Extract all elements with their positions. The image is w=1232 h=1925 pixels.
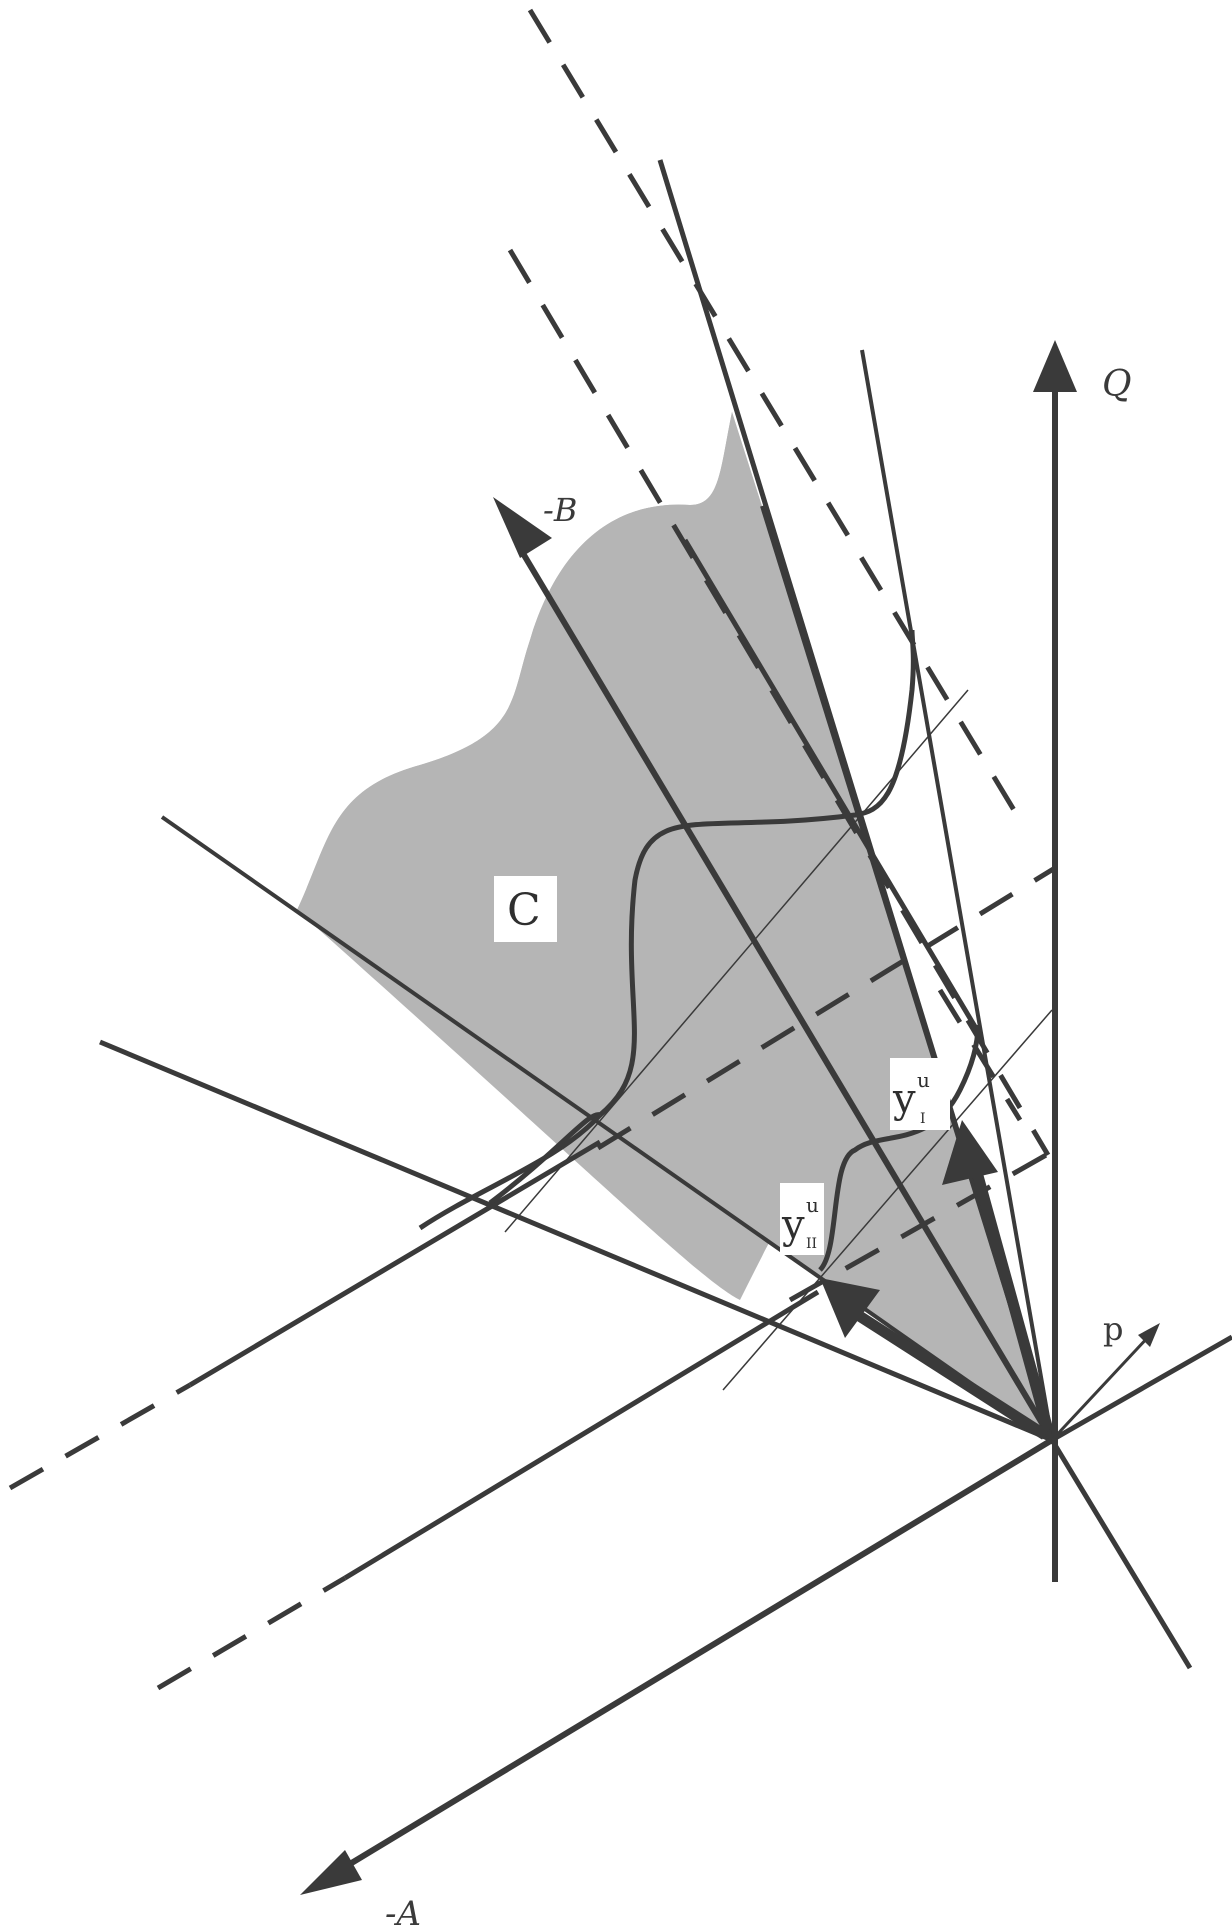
neg-b-axis-arrowhead: [493, 497, 552, 558]
curve-upper: [598, 629, 916, 1117]
neg-a-axis-label: -A: [385, 1894, 421, 1925]
curve-lower-left: [418, 1113, 602, 1231]
lower-parallel-line-2: [343, 1289, 820, 1581]
dashed-mid-line-1: [596, 865, 1057, 1151]
vector-y-i-arrowhead: [942, 1120, 998, 1185]
svg-text:y: y: [892, 1076, 916, 1122]
vector-y-ii-line: [847, 1305, 1048, 1440]
neg-b-axis: [515, 543, 1055, 1442]
p-vector-line: [1050, 1333, 1152, 1442]
dashed-lower-left-2: [156, 1575, 347, 1691]
label-box-y-i: [890, 1058, 950, 1130]
neg-a-axis-arrowhead: [300, 1850, 362, 1895]
thin-line-2: [722, 1009, 1053, 1391]
region-c-label: C: [507, 885, 541, 936]
svg-text:y: y: [781, 1202, 805, 1248]
svg-text:u: u: [917, 1068, 930, 1092]
p-diagonal-line: [1050, 1334, 1232, 1443]
curves: [418, 629, 981, 1272]
vector-y-i-line: [969, 1163, 1054, 1432]
outer-lower-line: [99, 1039, 1053, 1443]
dashed-second-line: [507, 248, 1051, 1157]
dashed-top-line: [527, 8, 1023, 822]
label-box-c: [494, 876, 557, 942]
region-c-cone: [297, 412, 1052, 1440]
p-vector-label: p: [1103, 1310, 1123, 1348]
thin-line-1: [504, 689, 969, 1233]
neg-b-axis-label: -B: [543, 491, 577, 529]
steep-ray: [860, 349, 1054, 1441]
q-axis-arrowhead: [1033, 340, 1077, 392]
q-axis-label: Q: [1102, 364, 1132, 405]
vector-y-ii-arrowhead: [820, 1278, 880, 1338]
right-diagonal-line: [1049, 1438, 1193, 1670]
heavy-vectors: [820, 1120, 1054, 1440]
lower-boundary-line: [160, 815, 1054, 1442]
p-vector-arrowhead: [1138, 1323, 1160, 1347]
neg-a-axis: [338, 1437, 1054, 1873]
curve-lower: [488, 1024, 981, 1272]
svg-text:u: u: [806, 1193, 819, 1217]
cross-line-1: [682, 538, 983, 1037]
y-ii-label: y u II: [781, 1193, 819, 1252]
label-box-y-ii: [780, 1183, 824, 1255]
lower-parallel-line-1: [188, 1139, 602, 1388]
svg-text:II: II: [806, 1236, 817, 1252]
thin-lines: [504, 689, 1053, 1391]
y-i-label: y u I: [892, 1068, 930, 1127]
svg-text:I: I: [920, 1111, 926, 1127]
dashed-lower-left-1: [8, 1382, 192, 1491]
axes: [300, 340, 1160, 1895]
dashed-upper-segment: [937, 988, 1023, 1122]
